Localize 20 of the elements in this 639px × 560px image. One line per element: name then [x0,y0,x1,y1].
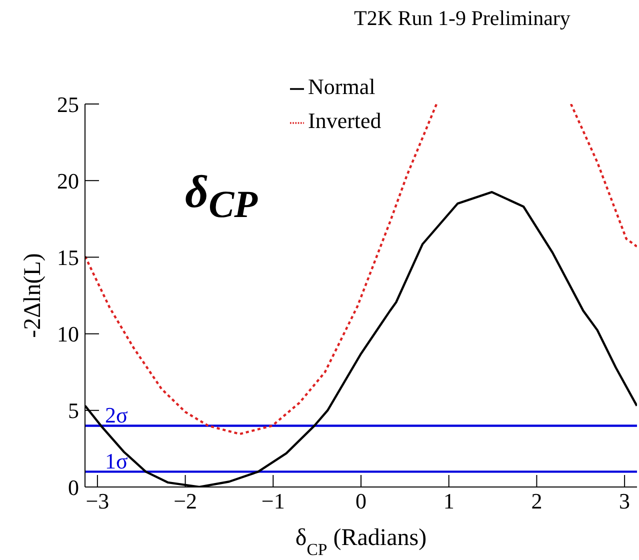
ref-line-label: 2σ [105,402,128,428]
x-tick-label: 2 [531,488,542,514]
y-tick-label: 20 [57,168,79,194]
x-tick-label: 3 [619,488,630,514]
legend-label: Normal [308,74,376,99]
x-tick-label: 1 [443,488,454,514]
annotation: δ$_{CP}$ [185,165,258,228]
x-tick-label: −3 [86,488,110,514]
y-tick-label: 5 [68,398,79,424]
x-tick-label: −1 [261,488,285,514]
x-tick-label: 0 [356,488,366,514]
legend-label: Inverted [308,108,382,133]
x-axis-title: δ$_{CP}$ (Radians) [295,525,427,558]
y-tick-label: 15 [57,245,79,270]
y-tick-label: 25 [57,92,79,117]
ref-line-label: 1σ [105,448,128,474]
chart-title: T2K Run 1-9 Preliminary [354,6,570,31]
y-axis-title: -2Δln(L) [20,253,46,338]
y-tick-label: 10 [57,322,79,347]
x-tick-label: −2 [174,488,198,514]
